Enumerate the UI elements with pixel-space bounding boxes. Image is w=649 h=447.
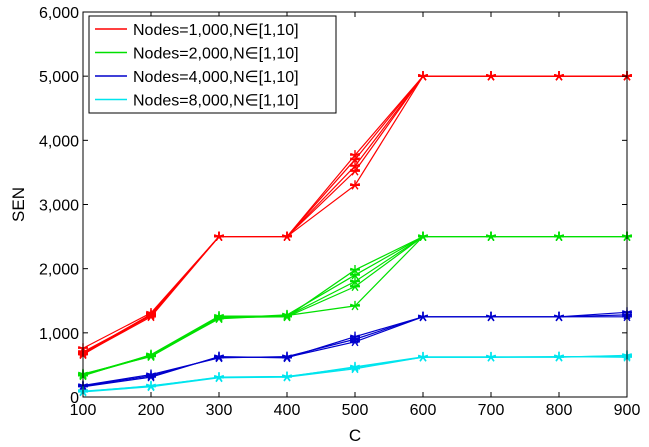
data-point [486, 231, 496, 242]
x-tick-label: 700 [478, 402, 505, 419]
data-point [554, 351, 564, 362]
series-line [82, 355, 628, 392]
series-group-0 [78, 71, 632, 360]
data-point [554, 231, 564, 242]
data-point [146, 350, 156, 361]
y-tick-label: 6,000 [39, 5, 79, 22]
data-point [282, 352, 292, 363]
data-point [418, 351, 428, 362]
data-point [350, 166, 360, 176]
axes-layer: 100 200 300 400 500 600 700 800 900 0 1,000 2,000 3,… [39, 5, 640, 419]
data-point [418, 71, 428, 81]
data-point [350, 180, 360, 190]
y-tick-label: 4,000 [39, 133, 79, 150]
series-line [82, 75, 627, 353]
data-point [486, 71, 496, 81]
data-point [214, 351, 224, 362]
series-line [82, 75, 627, 356]
y-axis-title: SEN [9, 187, 28, 222]
x-tick-label: 800 [546, 402, 573, 419]
x-tick-label: 900 [614, 402, 641, 419]
x-tick-label: 400 [274, 402, 301, 419]
data-point [554, 71, 564, 81]
data-point [486, 311, 496, 322]
series-line [82, 314, 628, 388]
data-point [146, 380, 156, 391]
data-point [146, 372, 156, 382]
data-point [350, 300, 360, 311]
data-point [214, 372, 224, 382]
legend-label: Nodes=8,000,N∈[1,10] [133, 93, 299, 110]
x-tick-label: 600 [410, 402, 437, 419]
y-tick-label: 2,000 [39, 262, 79, 279]
y-tick-label: 1,000 [39, 326, 79, 343]
y-tick-label: 5,000 [39, 69, 79, 86]
data-point [418, 311, 428, 322]
data-point [350, 150, 360, 160]
series-line [82, 355, 628, 393]
legend: Nodes=1,000,N∈[1,10] Nodes=2,000,N∈[1,10]… [88, 15, 337, 114]
data-point [282, 231, 292, 242]
x-tick-label: 300 [206, 402, 233, 419]
data-point [350, 361, 360, 372]
series-line [82, 75, 627, 355]
data-point [214, 311, 224, 322]
x-tick-label: 100 [70, 402, 97, 419]
data-point [350, 161, 360, 171]
legend-label: Nodes=2,000,N∈[1,10] [133, 46, 299, 63]
y-tick-label: 0 [70, 390, 79, 407]
data-point [282, 311, 292, 322]
data-point [554, 311, 564, 322]
data-point [350, 264, 360, 275]
legend-label: Nodes=1,000,N∈[1,10] [133, 22, 299, 39]
data-point [418, 231, 428, 242]
series-line [82, 75, 627, 349]
data-point [350, 331, 360, 342]
legend-label: Nodes=4,000,N∈[1,10] [133, 69, 299, 86]
data-point [146, 309, 156, 320]
series-layer [78, 71, 632, 397]
data-point [214, 231, 224, 242]
data-point [282, 371, 292, 382]
x-tick-label: 500 [342, 402, 369, 419]
series-line [82, 75, 627, 354]
x-tick-label: 200 [138, 402, 165, 419]
legend-box [88, 15, 337, 114]
data-point [350, 276, 360, 286]
y-tick-label: 3,000 [39, 198, 79, 215]
series-group-2 [78, 307, 632, 392]
series-line [82, 316, 627, 387]
x-axis-title: C [349, 426, 361, 445]
data-point [486, 351, 496, 362]
